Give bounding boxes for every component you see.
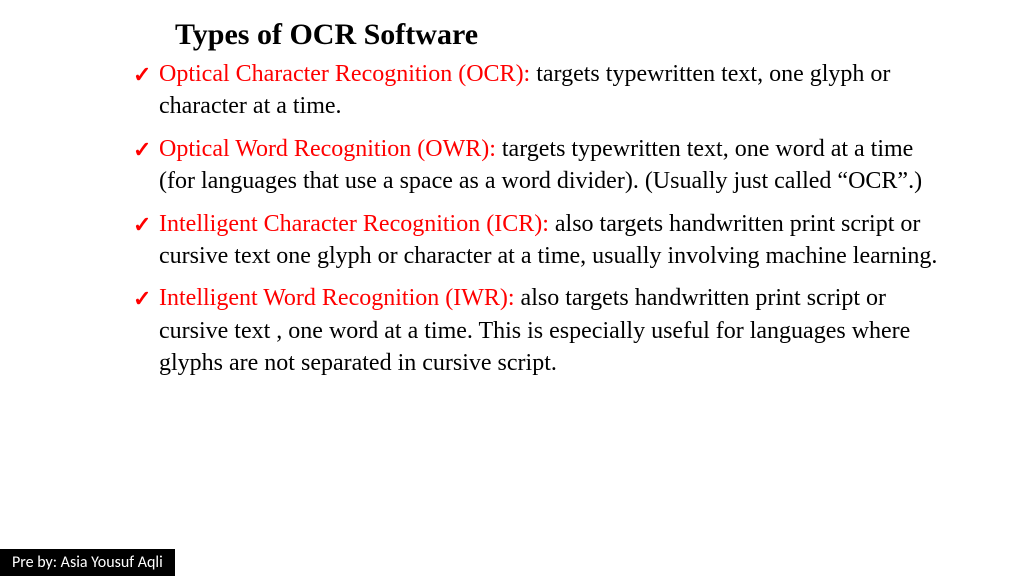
term-label: Intelligent Character Recognition (ICR): [159,211,549,237]
term-label: Optical Word Recognition (OWR): [159,136,496,162]
slide-content: Types of OCR Software ✓ Optical Characte… [0,0,1024,380]
list-item: ✓ Optical Word Recognition (OWR): target… [135,133,944,198]
footer-credit: Pre by: Asia Yousuf Aqli [0,549,175,576]
bullet-list: ✓ Optical Character Recognition (OCR): t… [135,58,944,380]
term-label: Intelligent Word Recognition (IWR): [159,285,515,311]
checkmark-icon: ✓ [133,210,151,240]
list-item: ✓ Intelligent Character Recognition (ICR… [135,208,944,273]
checkmark-icon: ✓ [133,284,151,314]
term-label: Optical Character Recognition (OCR): [159,61,530,87]
checkmark-icon: ✓ [133,135,151,165]
list-item: ✓ Optical Character Recognition (OCR): t… [135,58,944,123]
checkmark-icon: ✓ [133,60,151,90]
list-item: ✓ Intelligent Word Recognition (IWR): al… [135,282,944,379]
page-title: Types of OCR Software [175,18,944,52]
